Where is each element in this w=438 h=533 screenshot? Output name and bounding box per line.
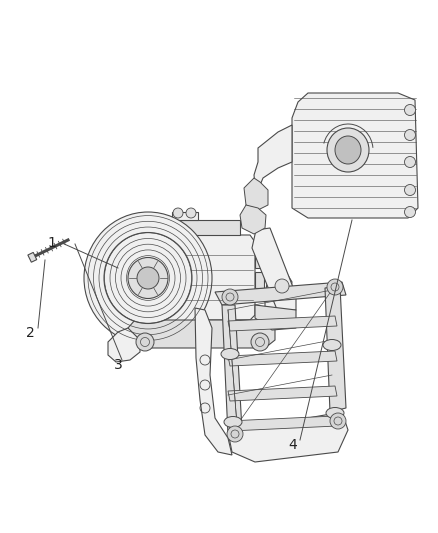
Ellipse shape [326,408,344,418]
Polygon shape [228,416,337,431]
Polygon shape [240,205,266,234]
Polygon shape [108,328,140,362]
Polygon shape [28,253,37,262]
Circle shape [222,289,238,305]
Polygon shape [195,308,232,455]
Polygon shape [222,305,242,435]
Circle shape [405,206,416,217]
Polygon shape [292,93,418,218]
Ellipse shape [335,136,361,164]
Circle shape [251,333,269,351]
Circle shape [186,208,196,218]
Circle shape [275,279,289,293]
Ellipse shape [137,267,159,289]
Ellipse shape [327,128,369,172]
Polygon shape [265,270,292,315]
Polygon shape [254,125,292,195]
Ellipse shape [323,340,341,351]
Ellipse shape [221,349,239,359]
Circle shape [227,426,243,442]
Circle shape [136,333,154,351]
Text: 2: 2 [26,326,34,340]
Text: 1: 1 [48,236,57,250]
Circle shape [405,157,416,167]
Circle shape [405,184,416,196]
Polygon shape [255,248,268,268]
Polygon shape [128,320,275,348]
Circle shape [405,130,416,141]
Circle shape [327,279,343,295]
Text: 4: 4 [289,438,297,452]
Ellipse shape [84,212,212,344]
Polygon shape [255,305,296,330]
Polygon shape [255,272,264,288]
Polygon shape [244,178,268,210]
Polygon shape [228,351,337,366]
Ellipse shape [104,232,192,324]
Ellipse shape [128,257,168,298]
Polygon shape [228,386,337,401]
Circle shape [405,104,416,116]
Polygon shape [252,228,296,312]
Polygon shape [172,212,198,220]
Polygon shape [158,235,255,320]
Text: 3: 3 [113,358,122,372]
Ellipse shape [224,416,242,427]
Polygon shape [325,286,346,412]
Polygon shape [228,412,348,462]
Circle shape [330,413,346,429]
Circle shape [173,208,183,218]
Polygon shape [215,282,346,305]
Polygon shape [228,316,337,331]
Polygon shape [168,220,240,235]
